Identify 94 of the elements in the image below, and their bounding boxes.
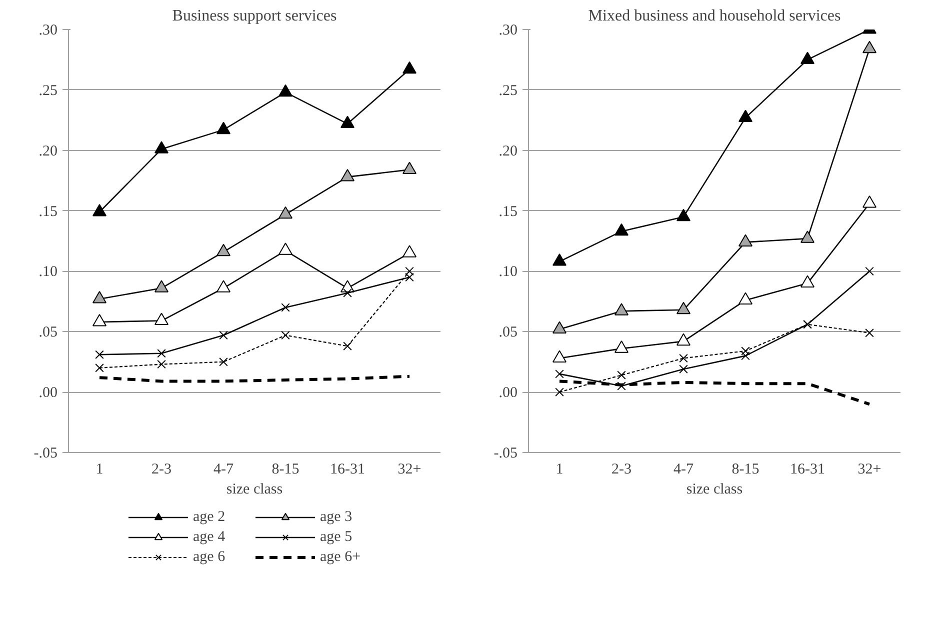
legend-label: age 6 (193, 548, 226, 566)
x-tick-label: 16-31 (790, 462, 825, 478)
x-tick-label: 8-15 (272, 462, 300, 478)
y-tick-label: .30 (38, 22, 58, 38)
point (219, 357, 228, 366)
x-axis-title: size class (686, 482, 743, 498)
point (676, 302, 690, 314)
point (278, 84, 292, 97)
point (278, 206, 292, 219)
y-tick-label: .00 (38, 385, 58, 402)
x-tick-label: 1 (96, 462, 104, 478)
point (154, 312, 168, 326)
point (92, 291, 106, 304)
point (281, 330, 290, 340)
y-tick-label: .10 (38, 264, 58, 280)
point (800, 275, 814, 288)
point (552, 254, 566, 266)
point (614, 303, 628, 316)
point (281, 303, 290, 312)
point (219, 330, 228, 340)
chart-title: Mixed business and household services (588, 8, 841, 24)
point (614, 340, 628, 353)
point (552, 350, 566, 362)
point (405, 266, 414, 276)
point (738, 292, 752, 304)
point (216, 244, 230, 256)
y-tick-label: .30 (498, 22, 518, 38)
point (92, 314, 106, 326)
point (800, 230, 814, 243)
point (617, 370, 626, 380)
point (555, 388, 564, 396)
x-tick-label: 32+ (398, 462, 422, 478)
x-tick-label: 1 (556, 462, 564, 478)
y-tick-label: .00 (498, 385, 518, 402)
point (278, 242, 292, 255)
point (157, 360, 166, 369)
point (800, 52, 814, 64)
y-tick-label: .10 (498, 264, 518, 280)
y-tick-label: .15 (498, 204, 518, 220)
point (552, 321, 566, 334)
point (738, 110, 752, 122)
point (95, 364, 104, 372)
point (402, 162, 416, 174)
y-tick-label: .20 (38, 143, 58, 160)
point (340, 116, 354, 128)
chart-title: Business support services (172, 8, 337, 24)
y-tick-label: .25 (38, 82, 58, 99)
x-tick-label: 4-7 (214, 462, 234, 478)
x-tick-label: 2-3 (152, 462, 172, 478)
legend-label: age 5 (320, 528, 354, 546)
point (676, 333, 690, 346)
legend-label: age 6+ (320, 548, 362, 566)
point (340, 168, 354, 182)
point (679, 354, 688, 363)
legend-label: age 4 (193, 528, 226, 546)
point (154, 280, 168, 292)
point (343, 342, 352, 351)
point (614, 223, 628, 236)
y-tick-label: .05 (498, 324, 518, 341)
y-tick-label: -.05 (34, 446, 58, 462)
y-tick-label: .15 (38, 204, 58, 220)
x-axis-title: size class (226, 482, 283, 498)
point (865, 328, 874, 338)
point (865, 266, 874, 276)
point (862, 40, 876, 54)
y-tick-label: .25 (498, 82, 518, 99)
point (216, 122, 230, 134)
point (216, 280, 230, 292)
point (402, 61, 416, 74)
point (92, 204, 106, 216)
point (738, 234, 752, 246)
legend-label: age 2 (193, 508, 226, 526)
point (676, 208, 690, 222)
x-tick-label: 32+ (858, 462, 882, 478)
y-tick-label: .20 (498, 143, 518, 160)
point (617, 382, 626, 390)
y-tick-label: -.05 (494, 446, 518, 462)
x-tick-label: 2-3 (612, 462, 632, 478)
x-tick-label: 8-15 (732, 462, 760, 478)
point (741, 351, 750, 360)
point (402, 245, 416, 258)
x-tick-label: 4-7 (674, 462, 694, 478)
legend-label: age 3 (320, 508, 354, 526)
point (679, 364, 688, 374)
x-tick-label: 16-31 (330, 462, 365, 478)
point (157, 349, 166, 358)
point (405, 272, 414, 282)
point (741, 346, 750, 356)
point (154, 141, 168, 154)
point (95, 350, 104, 359)
point (555, 370, 564, 378)
point (343, 288, 352, 298)
y-tick-label: .05 (38, 324, 58, 341)
point (862, 196, 876, 208)
